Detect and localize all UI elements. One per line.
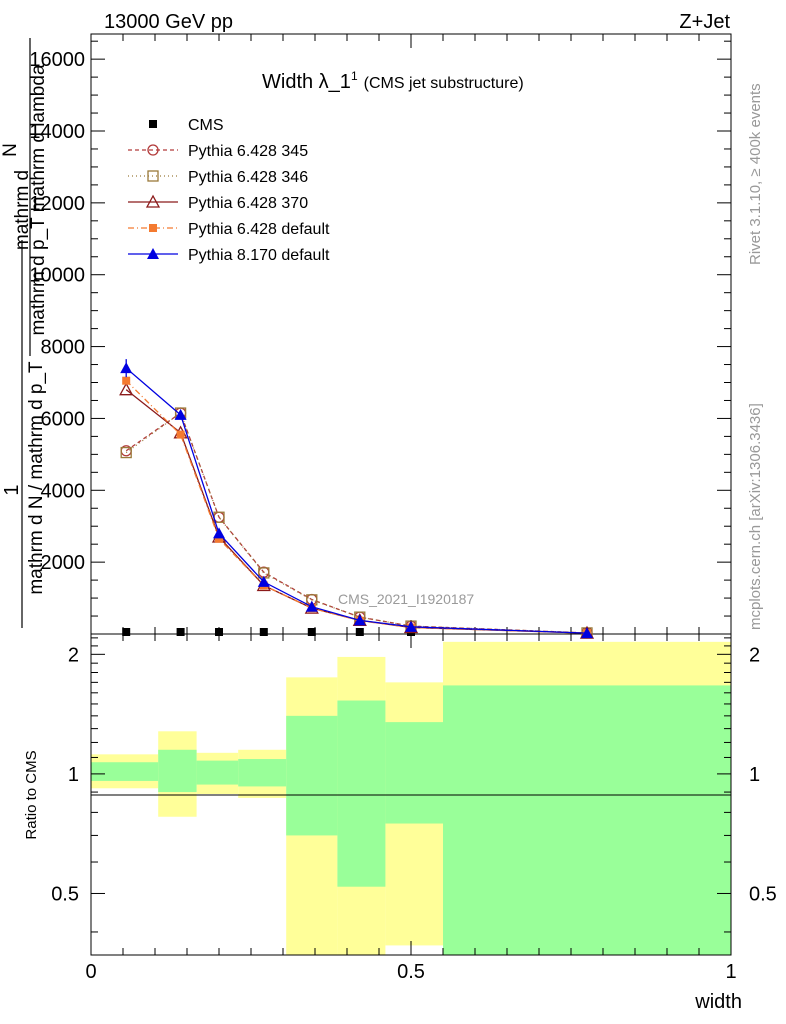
legend-item: Pythia 6.428 default [128,221,330,238]
legend-item: Pythia 8.170 default [128,247,330,264]
data-point [122,376,131,385]
chart-title-main: Width λ_1 [262,71,351,93]
data-point [174,408,187,420]
legend-label: Pythia 6.428 345 [188,143,308,160]
y-tick-label: 6000 [41,408,86,430]
legend-label: Pythia 6.428 default [188,221,330,238]
ylabel-one: 1 [1,484,23,495]
legend-item: Pythia 6.428 370 [128,194,308,212]
ratio-tick-label-right: 1 [749,764,760,786]
axis-ticks: 2000 4000 6000 8000 10000 12000 14000 16000 0 0.5… [29,34,777,983]
ratio-band-inner [158,749,197,793]
data-point [119,382,134,396]
data-series [119,359,595,639]
data-point [353,614,366,626]
series-line [125,412,588,634]
legend-marker [149,120,157,128]
ylabel-inner-denom: mathrm d N / mathrm d p_T [26,361,47,595]
data-point [176,628,185,636]
legend-label: CMS [188,117,224,134]
x-axis-label: width [694,991,742,1013]
legend: CMS Pythia 6.428 345 Pythia 6.428 346 Pythi… [128,117,330,264]
data-point [213,527,225,539]
ylabel-n: N [0,143,21,157]
y-tick-label: 8000 [41,337,86,359]
x-tick-label: 0.5 [397,961,425,983]
data-point [307,628,316,636]
legend-marker [145,194,161,208]
x-tick-label: 1 [725,961,736,983]
legend-item: Pythia 6.428 346 [128,169,308,186]
ylabel-d-pt-dlambda: mathrm d p_T mathrm d lambda [28,64,49,335]
main-frame [90,33,732,635]
ratio-band-inner [443,685,731,955]
ratio-bands [91,641,731,955]
legend-marker [147,248,159,259]
header-energy: 13000 GeV pp [104,11,233,33]
chart-title: Width λ_11 (CMS jet substructure) [262,69,524,93]
series-cms [122,628,591,636]
legend-item: Pythia 6.428 345 [128,143,308,160]
series-line [125,367,588,634]
chart-title-sup: 1 [351,69,358,83]
ratio-tick-label: 2 [68,644,79,666]
y-tick-label: 16000 [29,49,85,71]
y-tick-label: 12000 [29,193,85,215]
chart-title-suffix: (CMS jet substructure) [364,75,524,92]
y-axis-label-main: 1 mathrm d N / mathrm d p_T mathrm d N m… [0,38,49,628]
y-tick-label: 10000 [29,265,85,287]
legend-marker [149,224,157,232]
data-point [122,628,131,636]
ratio-band-inner [91,762,159,781]
y-tick-label: 14000 [29,121,85,143]
ratio-band-inner [286,715,338,836]
data-point [215,628,223,636]
legend-marker [147,170,159,182]
header-process: Z+Jet [679,11,730,33]
ratio-band-inner [337,700,386,887]
data-point [176,430,185,439]
legend-marker [147,144,159,156]
ratio-tick-label: 0.5 [51,883,79,905]
data-point [257,575,270,587]
analysis-watermark: CMS_2021_I1920187 [338,591,474,607]
data-point [259,628,268,636]
ratio-band-inner [385,722,443,824]
ratio-tick-label: 1 [68,764,79,786]
series-pythia-8-170-default [120,362,593,639]
legend-item: CMS [149,117,224,134]
legend-label: Pythia 6.428 370 [188,195,308,212]
y-tick-label: 2000 [41,552,86,574]
series-line [125,380,588,634]
y-tick-label: 4000 [41,480,86,502]
data-point [355,628,364,636]
data-point [305,600,318,612]
data-point [405,620,417,632]
mcplots-credit-text: mcplots.cern.ch [arXiv:1306.3436] [747,403,764,630]
ratio-tick-label-right: 2 [749,644,760,666]
data-point [581,627,593,639]
y-axis-label-ratio: Ratio to CMS [23,750,40,839]
rivet-version-text: Rivet 3.1.10, ≥ 400k events [747,83,764,265]
data-point [120,446,132,459]
data-point [215,534,223,543]
x-tick-label: 0 [85,961,96,983]
legend-label: Pythia 8.170 default [188,247,330,264]
ylabel-d: mathrm d [12,170,33,250]
ratio-band-inner [196,760,239,785]
ratio-tick-label-right: 0.5 [749,883,777,905]
ratio-band-inner [238,759,287,787]
legend-label: Pythia 6.428 346 [188,169,308,186]
